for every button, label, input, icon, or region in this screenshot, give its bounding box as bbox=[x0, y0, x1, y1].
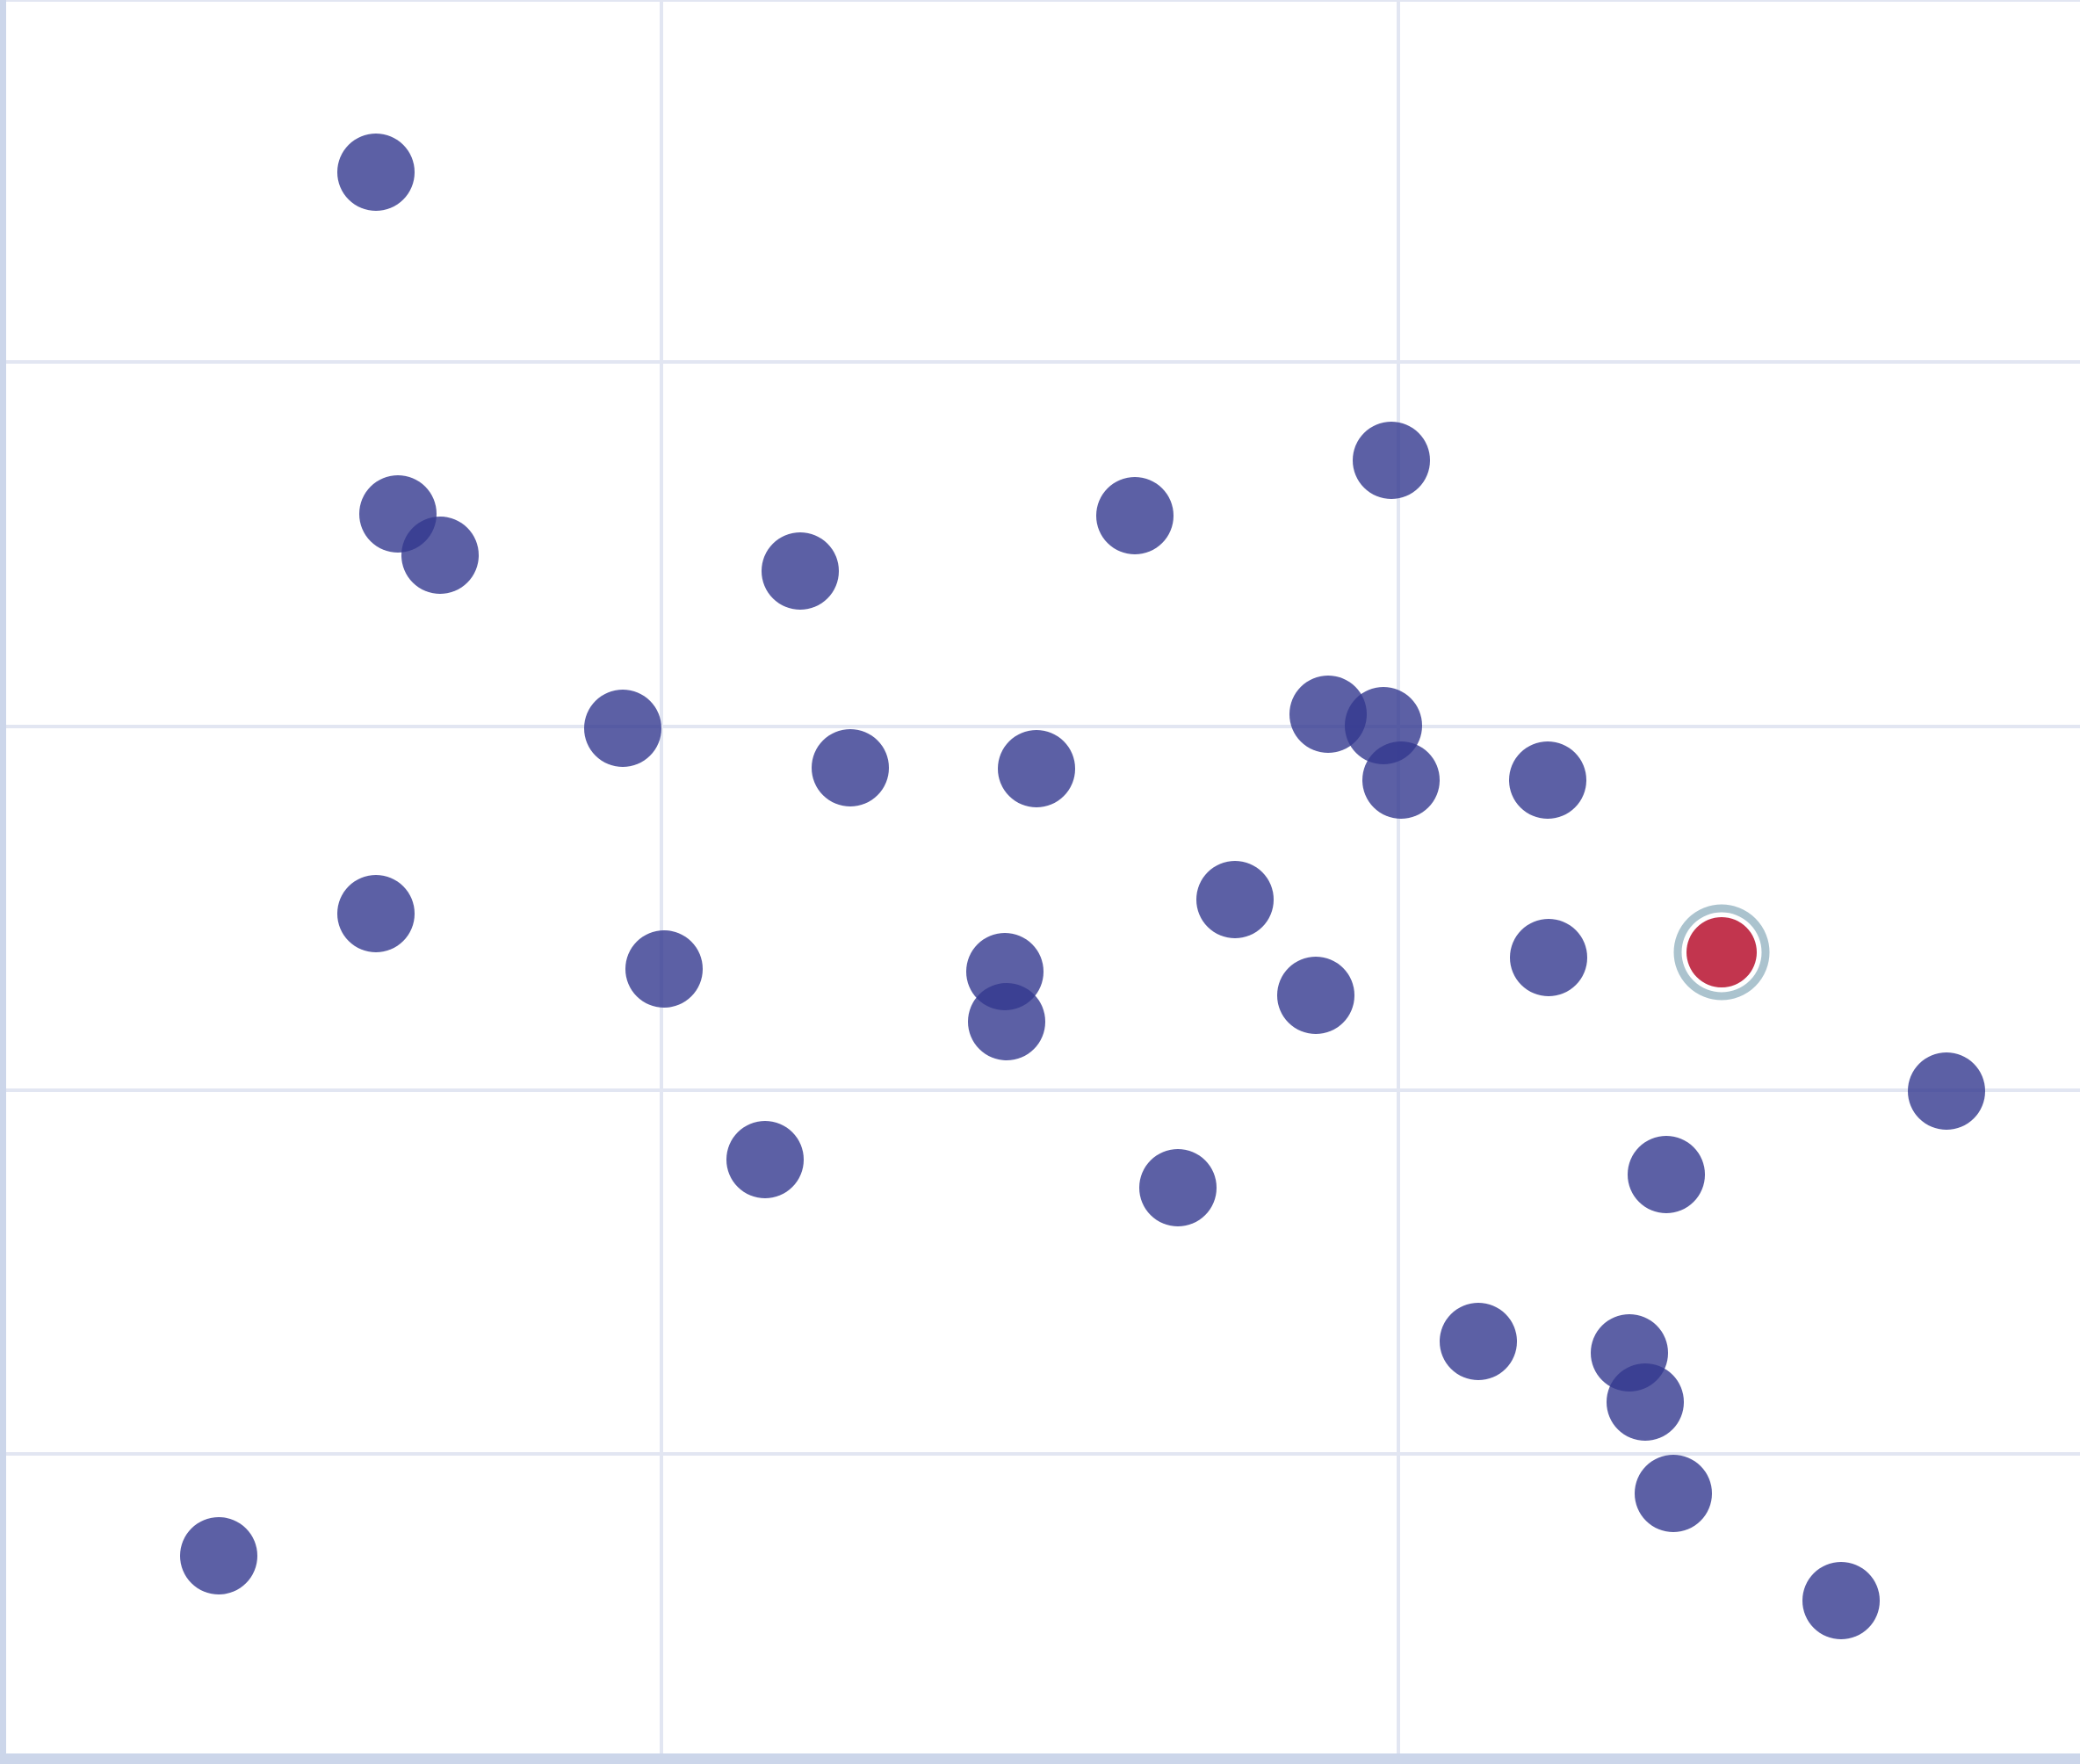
gridline-horizontal bbox=[0, 360, 2080, 364]
scatter-point[interactable] bbox=[1139, 1149, 1217, 1226]
scatter-point[interactable] bbox=[1362, 741, 1440, 819]
scatter-point[interactable] bbox=[1908, 1052, 1985, 1130]
scatter-point[interactable] bbox=[1196, 861, 1274, 938]
scatter-point[interactable] bbox=[1353, 422, 1430, 499]
point-layer bbox=[180, 134, 1985, 1639]
scatter-point[interactable] bbox=[584, 690, 661, 767]
scatter-point[interactable] bbox=[1277, 957, 1354, 1034]
scatter-point[interactable] bbox=[1628, 1136, 1705, 1213]
scatter-point[interactable] bbox=[337, 875, 415, 952]
scatter-point[interactable] bbox=[1096, 477, 1174, 554]
gridline-vertical bbox=[660, 0, 663, 1764]
gridline-vertical bbox=[1397, 0, 1400, 1764]
scatter-point[interactable] bbox=[1509, 741, 1586, 819]
scatter-point[interactable] bbox=[180, 1517, 257, 1594]
gridline-horizontal bbox=[0, 0, 2080, 2]
scatter-point[interactable] bbox=[1440, 1303, 1517, 1380]
scatter-point[interactable] bbox=[762, 532, 839, 610]
scatter-point[interactable] bbox=[968, 983, 1045, 1060]
gridline-horizontal bbox=[0, 725, 2080, 728]
y-axis-bar bbox=[0, 0, 6, 1764]
scatter-point[interactable] bbox=[625, 930, 703, 1008]
scatter-point[interactable] bbox=[401, 517, 479, 594]
scatter-point[interactable] bbox=[1802, 1562, 1880, 1639]
scatter-point[interactable] bbox=[1607, 1363, 1684, 1441]
scatter-point[interactable] bbox=[1510, 919, 1587, 996]
x-axis-bar bbox=[0, 1753, 2080, 1764]
scatter-point[interactable] bbox=[998, 730, 1075, 807]
scatter-point[interactable] bbox=[812, 729, 889, 806]
scatter-point[interactable] bbox=[726, 1121, 804, 1198]
gridline-horizontal bbox=[0, 1452, 2080, 1456]
highlighted-point[interactable] bbox=[1686, 917, 1757, 987]
gridline-horizontal bbox=[0, 1088, 2080, 1092]
scatter-point[interactable] bbox=[1635, 1455, 1712, 1532]
scatter-point[interactable] bbox=[337, 134, 415, 211]
